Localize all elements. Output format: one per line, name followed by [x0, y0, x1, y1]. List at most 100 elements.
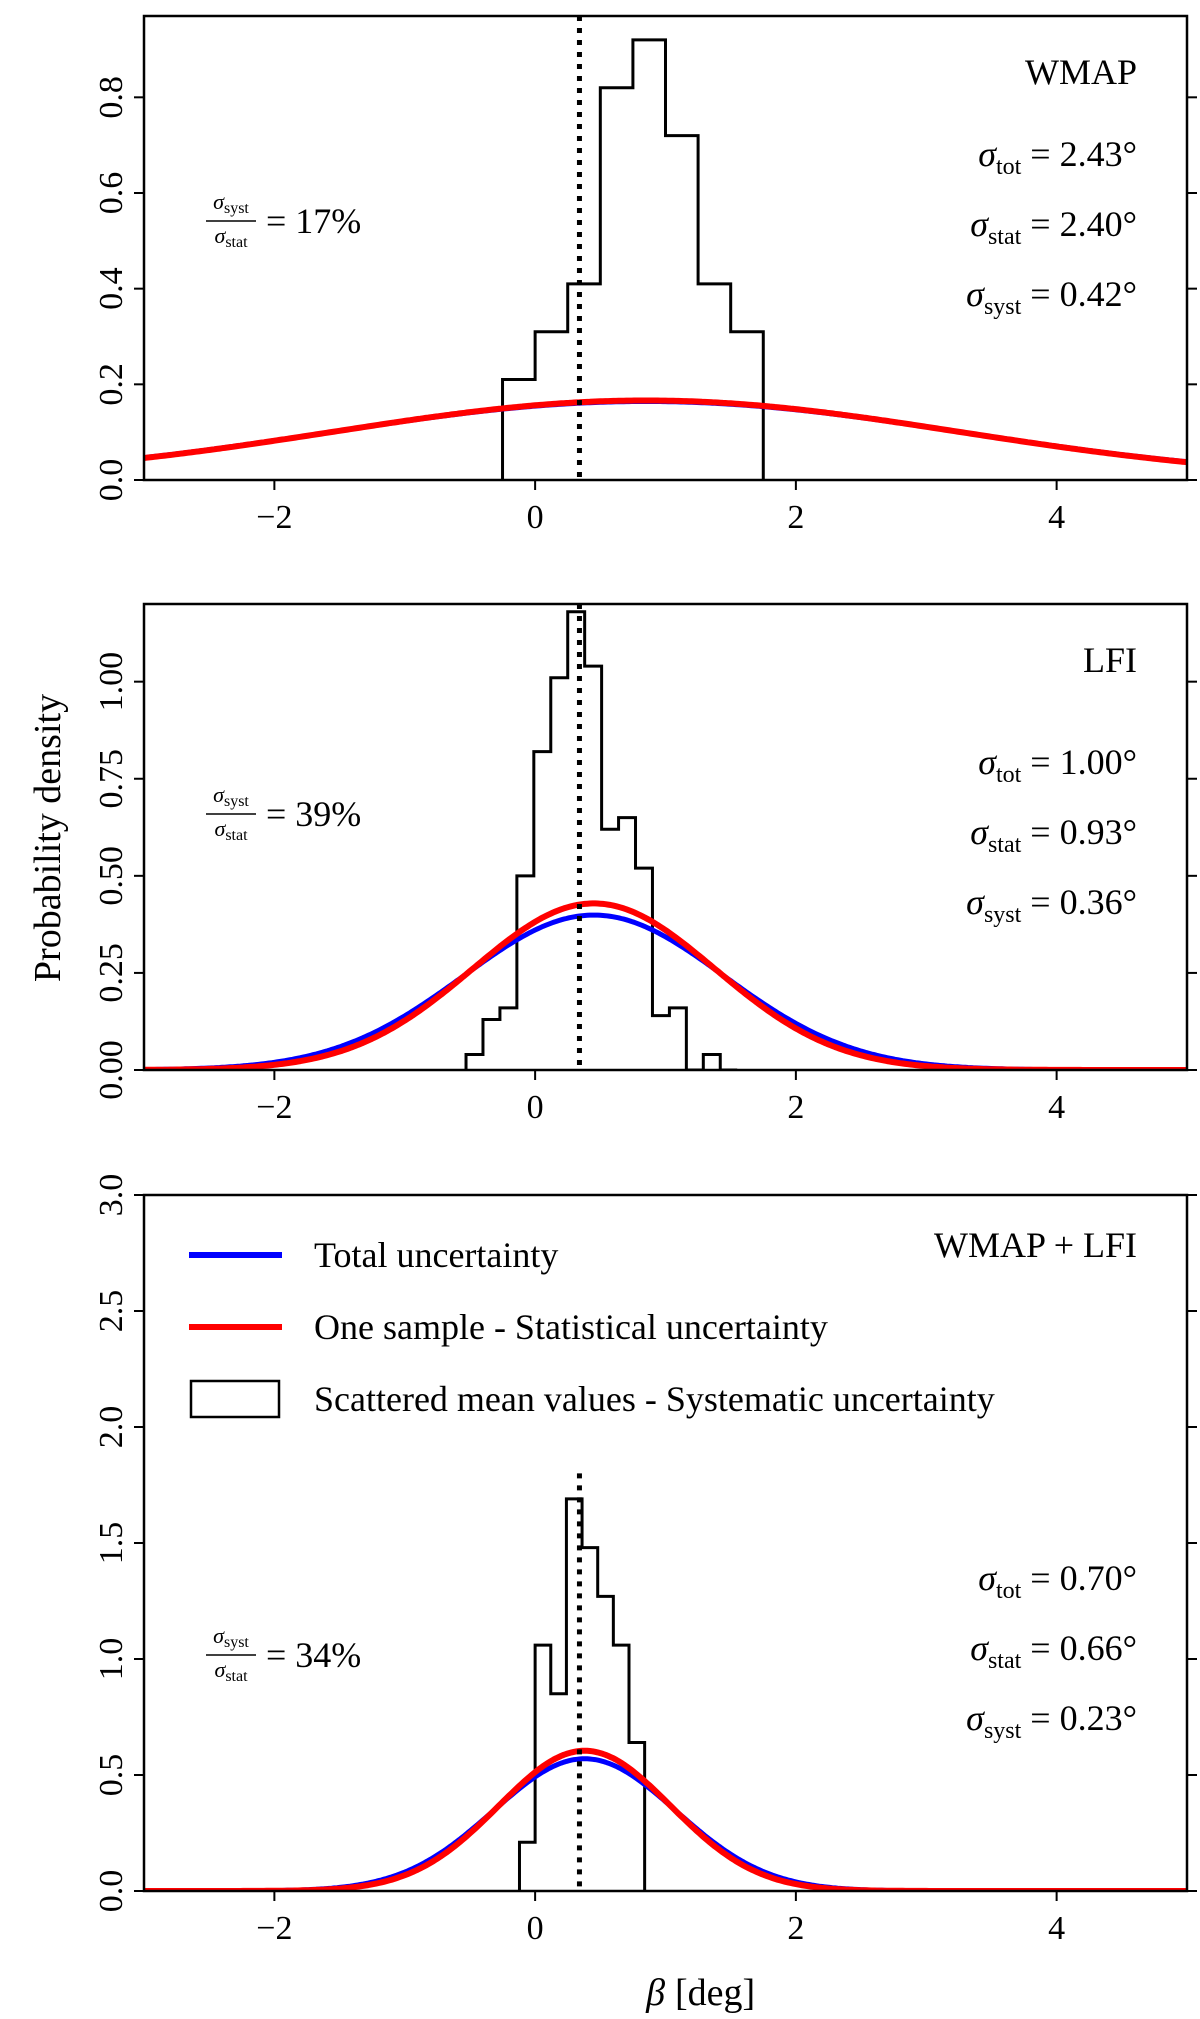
x-tick-label: 0 — [527, 1089, 544, 1126]
histogram-bin — [466, 1054, 483, 1070]
histogram-bin — [698, 284, 731, 480]
sigma-stat-label: σstat = 0.66° — [970, 1628, 1137, 1674]
svg-text:σsyst: σsyst — [213, 782, 249, 810]
axes-frame — [142, 602, 1189, 1072]
y-tick-label: 3.0 — [93, 1174, 130, 1217]
sigma-stat-label: σstat = 0.93° — [970, 812, 1137, 858]
panel-middle: −2 0 2 4 0.00 0.25 0.50 0.75 1.00 LFI σtot = 1.00°… — [93, 602, 1197, 1126]
x-tick-label: 2 — [787, 1910, 804, 1947]
y-axis-label: Probability density — [27, 694, 69, 982]
curve-total-uncertainty — [144, 399, 1187, 465]
histogram-systematic — [517, 1497, 647, 1891]
histogram-bin — [483, 1020, 500, 1070]
histogram-bin — [503, 380, 536, 480]
y-tick-label: 1.5 — [93, 1522, 130, 1565]
ratio-value: = 17% — [266, 201, 361, 241]
histogram-bin — [666, 136, 699, 480]
svg-text:σstat: σstat — [214, 1657, 248, 1685]
x-tick-label: 0 — [527, 499, 544, 536]
histogram-bin — [629, 1743, 645, 1891]
ratio-annotation: σsyst σstat = 17% — [206, 189, 361, 251]
sigma-syst-label: σsyst = 0.42° — [966, 274, 1137, 320]
histogram-bin — [600, 88, 633, 480]
histogram-bin — [598, 1596, 614, 1891]
svg-text:σstat: σstat — [214, 223, 248, 251]
y-tick-label: 0.0 — [93, 1870, 130, 1913]
histogram-bin — [500, 1008, 517, 1070]
histogram-bin — [517, 876, 534, 1070]
legend-label: One sample - Statistical uncertainty — [314, 1307, 828, 1347]
y-tick-label: 0.5 — [93, 1754, 130, 1797]
histogram-bin — [633, 40, 666, 480]
x-tick-label: 0 — [527, 1910, 544, 1947]
legend-swatch — [189, 1379, 281, 1419]
sigma-total-label: σtot = 0.70° — [978, 1558, 1137, 1604]
histogram-bin — [519, 1842, 535, 1891]
panel-top: −2 0 2 4 0.0 0.2 0.4 0.6 0.8 WMAP σtot = 2.43° σsta… — [93, 14, 1197, 536]
legend-item: Total uncertainty — [189, 1235, 558, 1275]
histogram-bin — [703, 1054, 720, 1070]
y-tick-label: 0.50 — [93, 846, 130, 906]
histogram-bin — [636, 868, 653, 1070]
histogram-bin — [551, 678, 568, 1070]
y-tick-label: 0.8 — [93, 76, 130, 119]
plot-area — [144, 1473, 1187, 1891]
sigma-syst-label: σsyst = 0.23° — [966, 1698, 1137, 1744]
axes-frame — [142, 1193, 1189, 1893]
panel-title: WMAP + LFI — [934, 1225, 1137, 1265]
curve-statistical-uncertainty — [144, 900, 1187, 1070]
ratio-annotation: σsyst σstat = 34% — [206, 1623, 361, 1685]
x-axis-label-unit: [deg] — [675, 1972, 755, 2014]
x-tick-label: 2 — [787, 1089, 804, 1126]
y-tick-label: 0.6 — [93, 172, 130, 215]
y-tick-label: 2.0 — [93, 1406, 130, 1449]
ratio-value: = 34% — [266, 1635, 361, 1675]
svg-text:σsyst: σsyst — [213, 189, 249, 217]
x-tick-label: 2 — [787, 499, 804, 536]
x-axis-label: β [deg] — [645, 1972, 755, 2014]
curve-statistical-uncertainty — [144, 1747, 1187, 1891]
legend-label: Total uncertainty — [314, 1235, 558, 1275]
y-tick-label: 0.00 — [93, 1040, 130, 1100]
plot-area — [144, 16, 1187, 480]
x-axis-label-symbol: β — [645, 1972, 665, 2014]
sigma-syst-label: σsyst = 0.36° — [966, 882, 1137, 928]
axes-frame — [142, 14, 1189, 482]
sigma-stat-label: σstat = 2.40° — [970, 204, 1137, 250]
y-tick-label: 0.4 — [93, 267, 130, 310]
histogram-bin — [669, 1008, 686, 1070]
y-tick-label: 0.25 — [93, 943, 130, 1003]
x-tick-label: −2 — [256, 1910, 292, 1947]
curve-statistical-uncertainty — [144, 397, 1187, 466]
y-tick-label: 1.00 — [93, 652, 130, 712]
svg-text:σstat: σstat — [214, 816, 248, 844]
histogram-bin — [551, 1694, 567, 1891]
histogram-bin — [582, 1548, 598, 1891]
panel-title: LFI — [1083, 640, 1137, 680]
legend-item: Scattered mean values - Systematic uncer… — [189, 1379, 995, 1419]
curve-total-uncertainty — [144, 1756, 1187, 1891]
histogram-systematic — [501, 38, 765, 480]
sigma-total-label: σtot = 2.43° — [978, 134, 1137, 180]
y-tick-label: 0.0 — [93, 459, 130, 502]
sigma-total-label: σtot = 1.00° — [978, 742, 1137, 788]
x-tick-label: −2 — [256, 1089, 292, 1126]
histogram-systematic — [464, 610, 738, 1070]
histogram-bin — [568, 284, 601, 480]
histogram-bin — [534, 752, 551, 1070]
histogram-bin — [619, 818, 636, 1070]
panel-bottom: −2 0 2 4 0.0 0.5 1.0 1.5 2.0 2.5 3.0 WMAP + LFI σtot… — [93, 1174, 1197, 1947]
legend: Total uncertainty One sample - Statistica… — [189, 1235, 995, 1419]
panel-title: WMAP — [1025, 52, 1137, 92]
y-tick-label: 0.2 — [93, 363, 130, 406]
x-tick-label: −2 — [256, 499, 292, 536]
y-tick-label: 0.75 — [93, 749, 130, 809]
svg-text:σsyst: σsyst — [213, 1623, 249, 1651]
histogram-bin — [568, 612, 585, 1070]
y-tick-label: 2.5 — [93, 1290, 130, 1333]
legend-label: Scattered mean values - Systematic uncer… — [314, 1379, 995, 1419]
ratio-value: = 39% — [266, 794, 361, 834]
ratio-annotation: σsyst σstat = 39% — [206, 782, 361, 844]
x-tick-label: 4 — [1048, 1089, 1065, 1126]
